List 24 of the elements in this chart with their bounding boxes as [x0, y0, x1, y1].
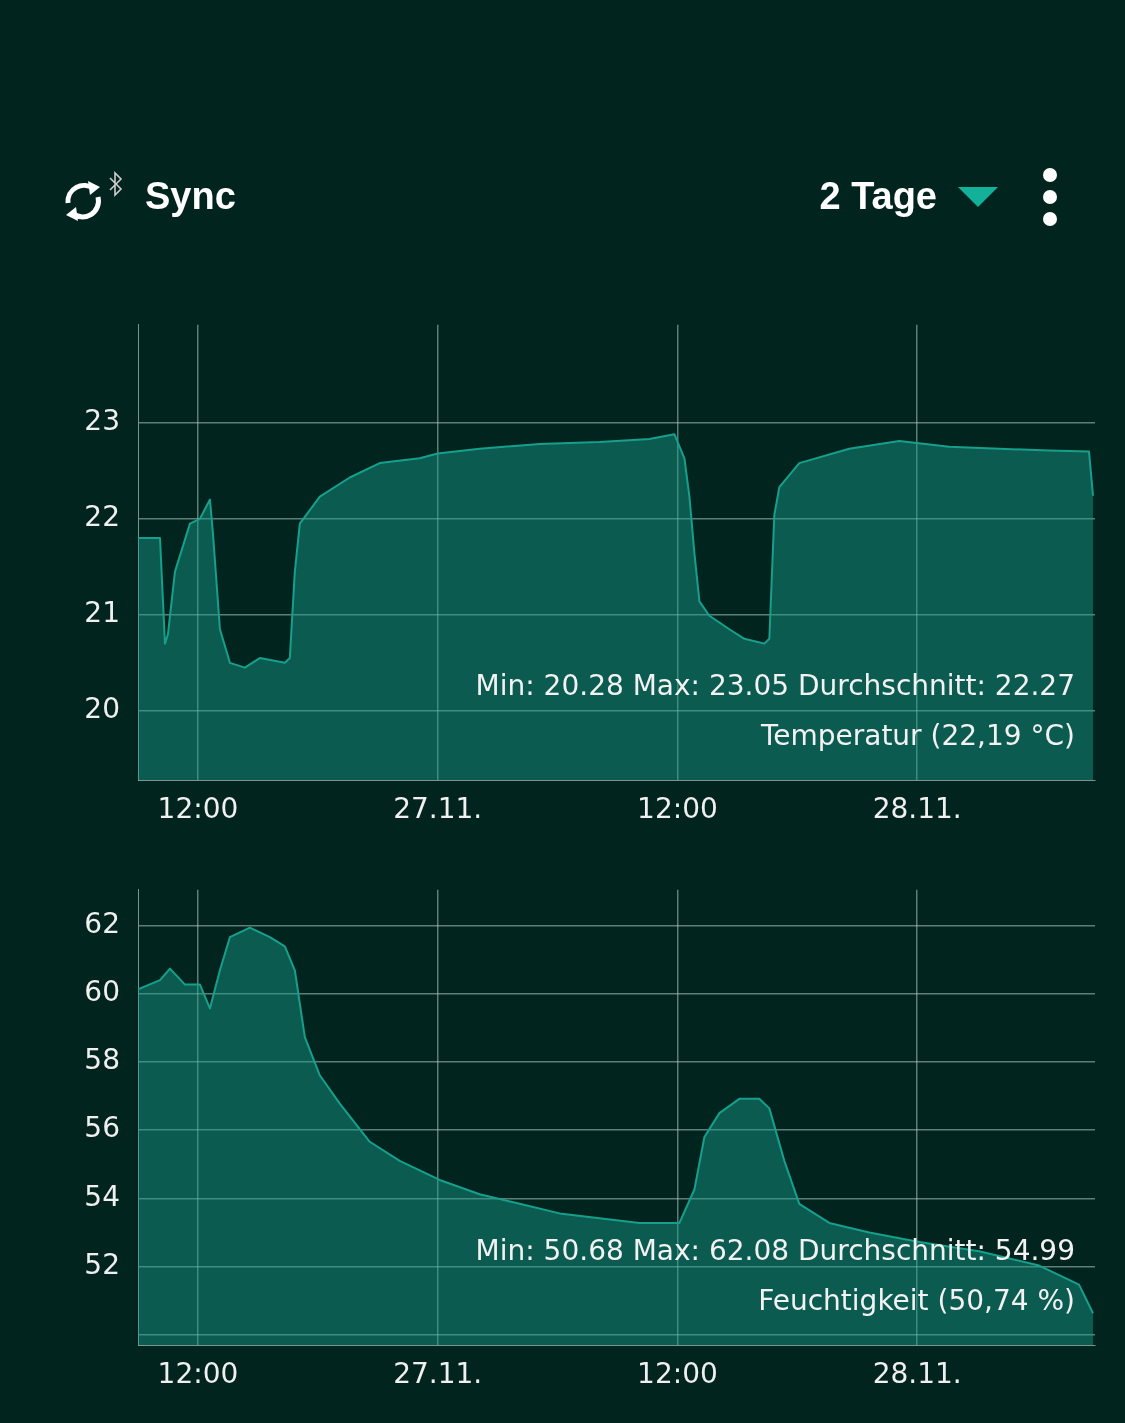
y-tick-label: 62 — [84, 906, 120, 940]
y-tick-label: 54 — [84, 1179, 120, 1213]
y-tick-label: 20 — [84, 692, 120, 726]
annotation: Min: 50.68 Max: 62.08 Durchschnitt: 54.99 — [475, 1234, 1075, 1267]
y-tick-label: 23 — [84, 404, 120, 438]
y-tick-label: 58 — [84, 1043, 120, 1077]
x-tick-label: 28.11. — [872, 1357, 962, 1391]
y-tick-label: 60 — [84, 975, 120, 1009]
text: 2 Tage — [819, 175, 937, 218]
annotation: Temperatur (22,19 °C) — [759, 719, 1075, 752]
annotation: Feuchtigkeit (50,74 %) — [758, 1284, 1075, 1317]
text: Sync — [145, 175, 236, 218]
x-tick-label: 12:00 — [157, 792, 239, 826]
x-tick-label: 12:00 — [637, 1357, 718, 1391]
x-tick-label: 27.11. — [393, 1357, 483, 1391]
x-tick-label: 28.11. — [872, 792, 962, 826]
x-tick-label: 12:00 — [157, 1357, 239, 1391]
y-tick-label: 22 — [84, 500, 120, 534]
annotation: Min: 20.28 Max: 23.05 Durchschnitt: 22.27 — [475, 669, 1075, 702]
y-tick-label: 21 — [84, 596, 120, 630]
x-tick-label: 12:00 — [637, 792, 718, 826]
x-tick-label: 27.11. — [393, 792, 483, 826]
y-tick-label: 56 — [84, 1111, 120, 1145]
y-tick-label: 52 — [84, 1247, 120, 1281]
